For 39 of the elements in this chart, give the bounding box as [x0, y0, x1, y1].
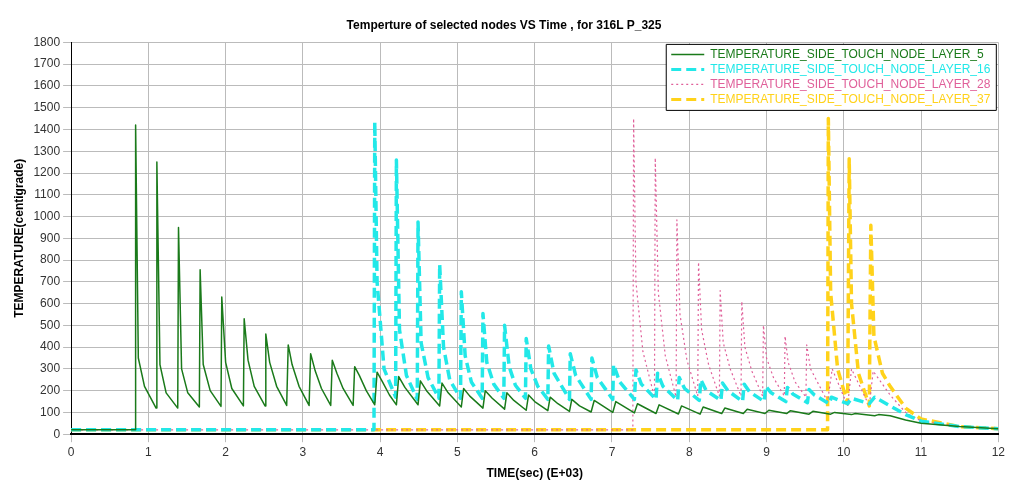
y-tick-label: 700	[40, 274, 61, 289]
x-tick-label: 10	[837, 444, 851, 459]
x-tick-label: 9	[763, 444, 771, 459]
y-tick-label: 600	[40, 295, 61, 310]
legend-label: TEMPERATURE_SIDE_TOUCH_NODE_LAYER_28	[710, 76, 991, 91]
x-tick-label: 1	[145, 444, 153, 459]
y-tick-label: 1200	[33, 165, 61, 180]
x-tick-label: 2	[222, 444, 230, 459]
y-tick-label: 1100	[34, 187, 61, 202]
y-tick-label: 100	[40, 404, 61, 419]
y-tick-label: 1800	[33, 34, 61, 49]
y-tick-label: 1400	[33, 121, 61, 136]
y-tick-label: 900	[40, 230, 61, 245]
y-tick-label: 1300	[33, 143, 61, 158]
x-tick-label: 5	[454, 444, 462, 459]
y-axis-title: TEMPERATURE(centigrade)	[11, 158, 26, 318]
x-tick-label: 7	[608, 444, 616, 459]
legend-label: TEMPERATURE_SIDE_TOUCH_NODE_LAYER_16	[710, 61, 991, 76]
x-tick-label: 8	[685, 444, 693, 459]
x-tick-label: 6	[531, 444, 539, 459]
x-tick-label: 4	[376, 444, 384, 459]
y-tick-label: 1600	[33, 78, 61, 93]
y-tick-label: 0	[53, 426, 61, 441]
y-tick-label: 1500	[33, 100, 61, 115]
x-axis-title: TIME(sec) (E+03)	[486, 466, 583, 481]
y-tick-label: 1000	[33, 208, 61, 223]
y-tick-label: 300	[40, 361, 61, 376]
y-tick-label: 400	[40, 339, 61, 354]
y-tick-label: 500	[40, 317, 61, 332]
x-tick-label: 11	[914, 444, 928, 459]
legend-label: TEMPERATURE_SIDE_TOUCH_NODE_LAYER_5	[710, 46, 984, 61]
x-tick-label: 0	[67, 444, 75, 459]
y-tick-label: 200	[40, 382, 61, 397]
x-tick-label: 12	[991, 444, 1006, 459]
chart-title: Temperture of selected nodes VS Time , for 316L P_325	[346, 17, 662, 32]
y-tick-label: 800	[40, 252, 61, 267]
y-tick-label: 1700	[33, 56, 61, 71]
legend-label: TEMPERATURE_SIDE_TOUCH_NODE_LAYER_37	[710, 91, 991, 106]
x-tick-label: 3	[299, 444, 307, 459]
